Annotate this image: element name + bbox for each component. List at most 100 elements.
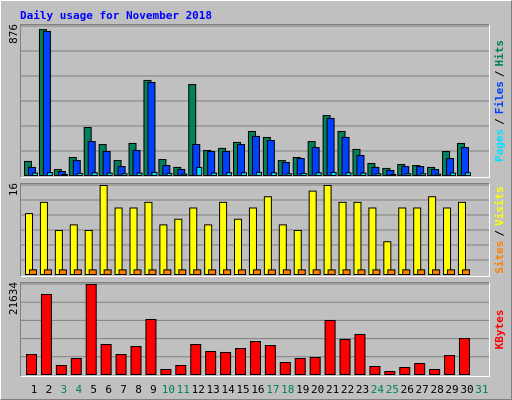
x-tick-label: 9 (150, 383, 157, 396)
bar (175, 364, 187, 375)
bar (372, 269, 381, 275)
bar (435, 173, 442, 176)
bar (457, 201, 466, 275)
x-tick-label: 8 (135, 383, 142, 396)
bar (375, 173, 382, 176)
x-tick-label: 19 (296, 383, 309, 396)
bar (384, 371, 396, 375)
legend-separator: / (493, 118, 506, 125)
legend-entry: KBytes (493, 310, 506, 350)
bar (249, 341, 261, 375)
panel-bevel-dark (20, 282, 490, 377)
bar (327, 269, 336, 275)
bar (25, 213, 33, 275)
bar (285, 173, 292, 176)
bar (85, 284, 97, 375)
panel-bevel-dark (20, 183, 490, 277)
x-tick-label: 2 (46, 383, 53, 396)
legend-entry: Visits (493, 186, 506, 226)
x-tick-label: 18 (281, 383, 294, 396)
bar (311, 147, 320, 177)
bar (103, 269, 112, 275)
bar (248, 207, 257, 275)
panel-bevel-dark (20, 24, 490, 178)
bar (29, 269, 37, 275)
bar (204, 224, 213, 275)
bar (356, 154, 365, 176)
bar (144, 201, 153, 275)
bar (464, 172, 471, 177)
bar (282, 269, 291, 275)
bar (341, 136, 350, 177)
bar (323, 185, 332, 275)
bar (405, 173, 412, 176)
bar (189, 207, 198, 275)
bar (114, 207, 123, 275)
bar (444, 355, 456, 375)
bar (211, 172, 218, 177)
bar (326, 117, 335, 177)
legend-entry: Files (493, 81, 506, 114)
bar (264, 345, 276, 376)
x-tick-label: 21 (326, 383, 339, 396)
bar (428, 196, 437, 275)
bar (345, 172, 352, 177)
bar (278, 224, 287, 275)
bar (235, 347, 247, 376)
bar (222, 151, 231, 176)
legend-entry: Sites (493, 241, 506, 274)
panel-bevel-light (20, 183, 490, 277)
bar (174, 218, 183, 275)
bar (32, 172, 38, 177)
panel-bevel-light (20, 282, 490, 377)
bar (398, 207, 407, 275)
bar (402, 269, 411, 275)
x-tick-label: 24 (371, 383, 385, 396)
bar (58, 269, 67, 275)
bar (432, 269, 441, 275)
bar (145, 319, 157, 375)
bar (255, 171, 262, 177)
bar (190, 343, 202, 376)
bar (324, 319, 336, 375)
bar (270, 172, 277, 177)
bar (193, 269, 202, 275)
bar (267, 269, 276, 275)
x-tick-label: 25 (386, 383, 399, 396)
x-tick-label: 3 (61, 383, 68, 396)
x-tick-label: 10 (162, 383, 175, 396)
x-tick-label: 22 (341, 383, 354, 396)
x-tick-label: 15 (236, 383, 249, 396)
bar (26, 354, 37, 375)
bar (339, 338, 351, 375)
bar (312, 269, 321, 275)
bar (136, 172, 143, 177)
bar (84, 230, 93, 275)
bar (241, 172, 248, 177)
bar (40, 293, 52, 376)
bar (163, 269, 172, 275)
bar (443, 207, 452, 275)
x-tick-label: 23 (356, 383, 369, 396)
bar (102, 151, 111, 176)
x-tick-label: 20 (311, 383, 324, 396)
bar (251, 135, 260, 176)
bar (69, 224, 78, 275)
bar (237, 143, 246, 176)
legend: Sites / Visits (493, 186, 506, 274)
bar (159, 224, 168, 275)
bar (106, 172, 113, 177)
bar (166, 172, 173, 176)
bar (151, 171, 158, 177)
bar (226, 172, 233, 177)
bar (205, 350, 217, 375)
bar (293, 230, 302, 275)
bar (308, 190, 317, 275)
bar (208, 269, 217, 275)
bar (181, 173, 188, 176)
bar (342, 269, 351, 275)
bar (447, 269, 456, 275)
x-tick-label: 7 (120, 383, 127, 396)
x-tick-label: 27 (416, 383, 429, 396)
